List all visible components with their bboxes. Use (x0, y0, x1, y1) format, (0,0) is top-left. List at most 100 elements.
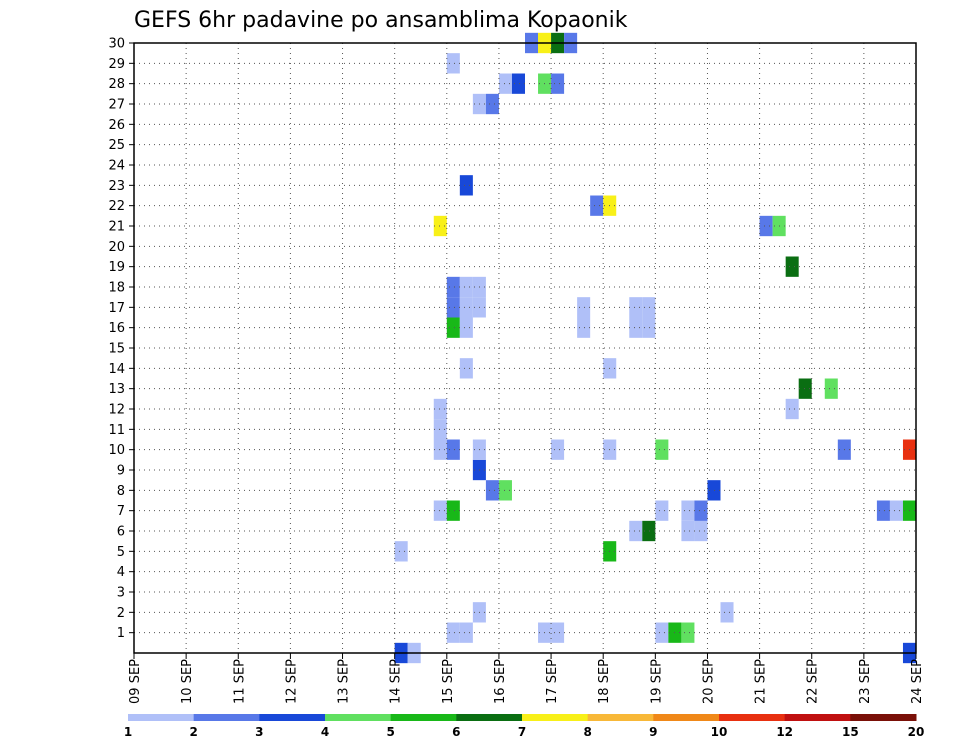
y-tick-label: 25 (108, 138, 125, 153)
y-tick-label: 27 (108, 98, 125, 113)
y-tick-label: 24 (108, 159, 125, 174)
colorbar-label: 9 (649, 725, 657, 739)
colorbar-label: 20 (908, 725, 925, 739)
x-axis: 09 SEP 10 SEP 11 SEP 12 SEP 13 SEP 14 SEP 15 S… (128, 653, 925, 704)
y-tick-label: 2 (117, 606, 125, 621)
colorbar-swatch (325, 714, 392, 721)
heat-cell (642, 317, 656, 338)
x-tick-label: 11 SEP (232, 659, 247, 704)
heat-cell (785, 398, 799, 420)
y-tick-label: 1 (117, 626, 125, 641)
colorbar-label: 15 (842, 725, 859, 739)
y-tick-label: 7 (117, 504, 125, 519)
x-tick-label: 22 SEP (806, 659, 821, 704)
colorbar-swatch (850, 714, 917, 721)
x-tick-label: 17 SEP (545, 659, 560, 704)
colorbar-label: 2 (189, 725, 197, 739)
heat-cell (785, 256, 799, 277)
y-tick-label: 28 (108, 77, 125, 92)
y-tick-label: 8 (117, 484, 125, 499)
colorbar-label: 6 (452, 725, 460, 739)
x-tick-label: 21 SEP (754, 659, 769, 704)
heat-cell (577, 317, 591, 338)
heat-cell (707, 480, 721, 501)
heat-cell (433, 398, 447, 420)
heat-cell (629, 520, 643, 542)
heat-cell (876, 500, 890, 521)
colorbar-swatch (390, 714, 457, 721)
heat-cell (459, 317, 473, 338)
colorbar-swatch (719, 714, 786, 721)
heat-cell (511, 73, 525, 94)
heat-cell (655, 622, 669, 643)
x-tick-label: 19 SEP (649, 659, 664, 704)
x-tick-label: 09 SEP (128, 659, 143, 704)
x-tick-label: 20 SEP (701, 659, 716, 704)
heat-cell (590, 195, 604, 216)
colorbar-swatch (784, 714, 851, 721)
colorbar-label: 7 (518, 725, 526, 739)
heat-cell (485, 480, 499, 501)
y-tick-label: 26 (108, 118, 125, 133)
heat-cell (394, 541, 408, 562)
heat-cell (446, 500, 460, 521)
y-tick-label: 21 (108, 220, 125, 235)
heat-cell (551, 73, 565, 94)
heat-cell (681, 520, 695, 542)
heat-cell (642, 297, 656, 318)
y-tick-label: 10 (108, 443, 125, 458)
colorbar-label: 8 (583, 725, 591, 739)
heat-cell (446, 317, 460, 338)
heat-cell (433, 439, 447, 460)
colorbar-label: 12 (776, 725, 793, 739)
colorbar-label: 10 (711, 725, 728, 739)
y-tick-label: 29 (108, 57, 125, 72)
y-tick-label: 14 (108, 362, 125, 377)
y-tick-label: 6 (117, 525, 125, 540)
heat-cell (694, 500, 708, 521)
heat-cell (446, 297, 460, 318)
heat-cell (446, 439, 460, 460)
grid-layer (134, 43, 916, 653)
colorbar-label: 4 (321, 725, 329, 739)
colorbar-swatch (587, 714, 654, 721)
y-axis: 1234567891011121314151617181920212223242… (108, 37, 134, 641)
y-tick-label: 18 (108, 281, 125, 296)
y-tick-label: 4 (117, 565, 125, 580)
colorbar-label: 1 (124, 725, 132, 739)
plot-frame (133, 42, 917, 654)
y-tick-label: 19 (108, 260, 125, 275)
colorbar: 1 2 3 4 5 6 7 8 9 10 12 15 20 (124, 714, 925, 739)
y-tick-label: 15 (108, 342, 125, 357)
heat-cell (446, 276, 460, 298)
heat-cell (629, 317, 643, 338)
y-tick-label: 23 (108, 179, 125, 194)
y-tick-label: 5 (117, 545, 125, 560)
heat-cell (759, 215, 773, 237)
heat-cell (629, 297, 643, 318)
heat-cell (459, 297, 473, 318)
y-tick-label: 17 (108, 301, 125, 316)
heat-cell (485, 93, 499, 115)
heat-cell (798, 378, 812, 399)
colorbar-swatch (259, 714, 326, 721)
y-tick-label: 16 (108, 321, 125, 336)
heat-cell (433, 419, 447, 440)
heat-cell (459, 622, 473, 643)
x-tick-label: 13 SEP (337, 659, 352, 704)
y-tick-label: 13 (108, 382, 125, 397)
colorbar-swatch (522, 714, 589, 721)
heat-cell (446, 53, 460, 74)
y-tick-label: 12 (108, 403, 125, 418)
heat-cell (459, 276, 473, 298)
y-tick-label: 9 (117, 464, 125, 479)
heat-cell (498, 480, 512, 501)
y-tick-label: 22 (108, 199, 125, 214)
heat-cell (694, 520, 708, 542)
heat-cell (681, 622, 695, 643)
heat-cell (577, 297, 591, 318)
heat-cell (642, 520, 656, 542)
x-tick-label: 10 SEP (180, 659, 195, 704)
chart-title: GEFS 6hr padavine po ansamblima Kopaonik (134, 8, 628, 33)
